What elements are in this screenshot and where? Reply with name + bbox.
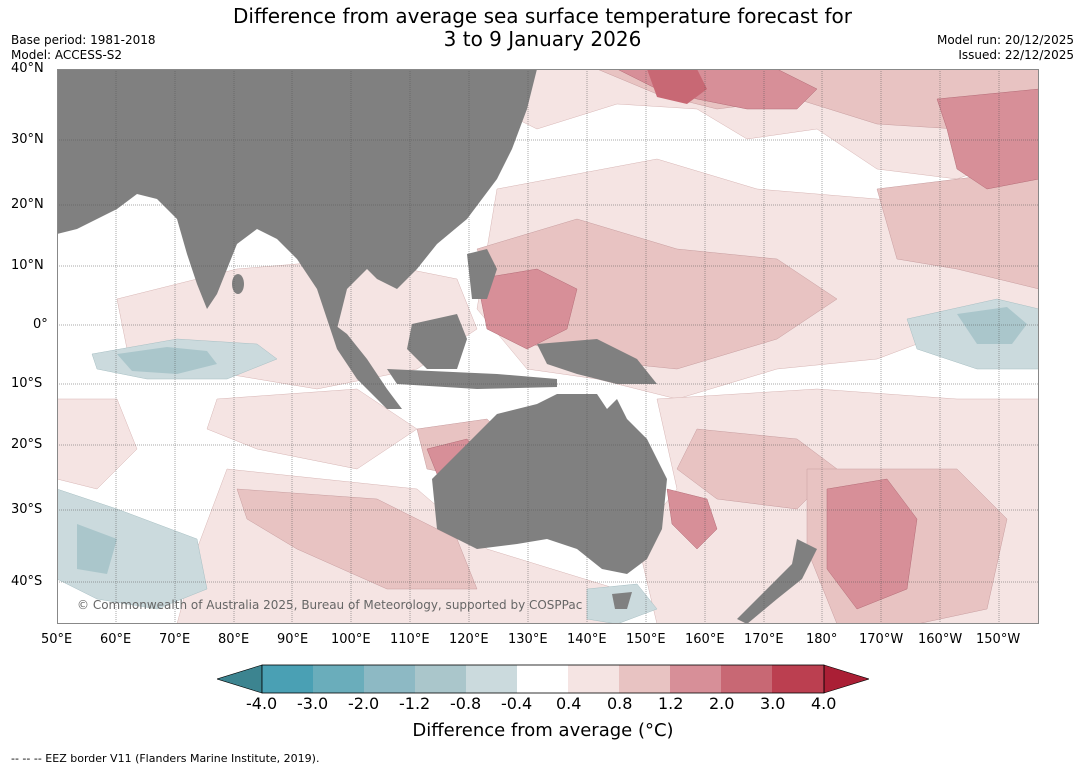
model-text: Model: ACCESS-S2: [11, 48, 123, 62]
lon-label-120e: 120°E: [449, 632, 489, 647]
colorbar-tick-0: -4.0: [246, 694, 278, 713]
colorbar-under-arrow: [217, 664, 263, 694]
lat-label-40s: 40°S: [11, 574, 43, 589]
anomaly-neg-1-2-to-neg-0-8: [77, 307, 1027, 574]
colorbar-swatch-10: [772, 665, 824, 693]
map-frame: [57, 69, 1039, 624]
map-title-line2: 3 to 9 January 2026: [443, 27, 642, 51]
colorbar-swatch-8: [670, 665, 721, 693]
lon-label-110e: 110°E: [390, 632, 430, 647]
colorbar-swatch-2: [364, 665, 415, 693]
colorbar-frame: [261, 664, 825, 694]
eez-footer-text: -- -- -- EEZ border V11 (Flanders Marine…: [11, 752, 320, 765]
colorbar-tick-5: -0.4: [501, 694, 533, 713]
lon-label-180: 180°: [806, 632, 838, 647]
colorbar-swatch-4: [466, 665, 517, 693]
lat-label-20s: 20°S: [11, 437, 43, 452]
map-title-line1: Difference from average sea surface temp…: [232, 4, 852, 28]
colorbar-tick-2: -2.0: [348, 694, 380, 713]
model-run-text: Model run: 20/12/2025: [936, 33, 1074, 47]
colorbar-tick-11: 4.0: [811, 694, 837, 713]
colorbar-tick-4: -0.8: [450, 694, 482, 713]
lat-label-20n: 20°N: [11, 197, 44, 212]
copyright-text: © Commonwealth of Australia 2025, Bureau…: [77, 598, 582, 612]
lon-label-60e: 60°E: [100, 632, 132, 647]
lon-label-90e: 90°E: [277, 632, 309, 647]
colorbar-swatch-1: [313, 665, 364, 693]
base-period-text: Base period: 1981-2018: [11, 33, 156, 47]
lon-label-170w: 170°W: [859, 632, 904, 647]
colorbar-tick-3: -1.2: [399, 694, 431, 713]
issued-text: Issued: 22/12/2025: [958, 48, 1074, 62]
lon-label-150e: 150°E: [626, 632, 666, 647]
lon-label-50e: 50°E: [41, 632, 73, 647]
colorbar-swatch-7: [619, 665, 670, 693]
colorbar-tick-8: 1.2: [658, 694, 684, 713]
colorbar-over-arrow: [823, 664, 869, 694]
lat-label-10n: 10°N: [11, 258, 44, 273]
lon-label-150w: 150°W: [976, 632, 1021, 647]
colorbar-tick-10: 3.0: [760, 694, 786, 713]
lon-label-130e: 130°E: [508, 632, 548, 647]
lon-label-140e: 140°E: [567, 632, 607, 647]
lat-label-40n: 40°N: [11, 61, 44, 76]
colorbar-swatch-6: [568, 665, 619, 693]
colorbar-swatch-0: [262, 665, 313, 693]
lon-label-80e: 80°E: [218, 632, 250, 647]
lon-label-170e: 170°E: [744, 632, 784, 647]
colorbar-swatch-3: [415, 665, 466, 693]
lat-label-30n: 30°N: [11, 132, 44, 147]
lon-label-100e: 100°E: [331, 632, 371, 647]
colorbar: [217, 664, 869, 694]
sst-anomaly-map: © Commonwealth of Australia 2025, Bureau…: [57, 69, 1039, 624]
colorbar-tick-6: 0.4: [556, 694, 582, 713]
lon-label-160w: 160°W: [918, 632, 963, 647]
lon-label-160e: 160°E: [685, 632, 725, 647]
colorbar-tick-7: 0.8: [607, 694, 633, 713]
colorbar-swatch-5: [517, 665, 568, 693]
colorbar-tick-9: 2.0: [709, 694, 735, 713]
lat-label-0: 0°: [33, 317, 48, 332]
colorbar-label: Difference from average (°C): [412, 720, 674, 741]
lat-label-10s: 10°S: [11, 376, 43, 391]
graticule: [57, 69, 1039, 624]
lat-label-30s: 30°S: [11, 502, 43, 517]
colorbar-tick-1: -3.0: [297, 694, 329, 713]
lon-label-70e: 70°E: [159, 632, 191, 647]
colorbar-swatch-9: [721, 665, 772, 693]
